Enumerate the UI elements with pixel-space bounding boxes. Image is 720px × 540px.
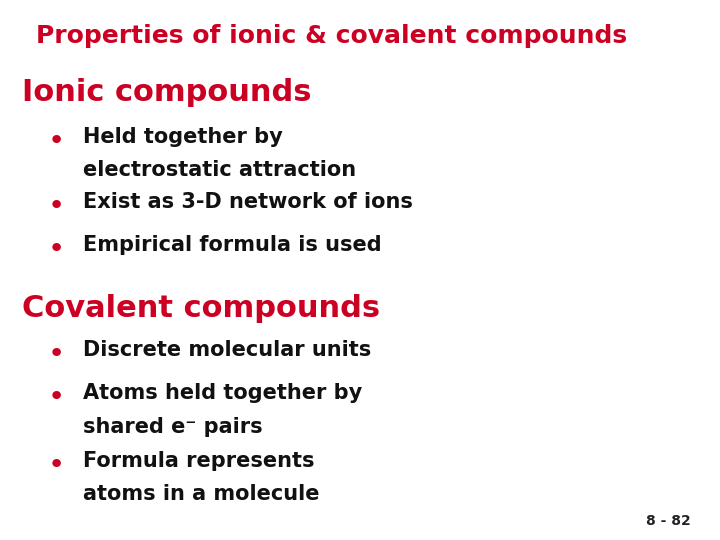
Text: Covalent compounds: Covalent compounds xyxy=(22,294,379,323)
Text: Ionic compounds: Ionic compounds xyxy=(22,78,311,107)
Text: •: • xyxy=(48,235,65,263)
Text: Held together by: Held together by xyxy=(83,127,282,147)
Text: Properties of ionic & covalent compounds: Properties of ionic & covalent compounds xyxy=(36,24,627,48)
Text: •: • xyxy=(48,383,65,411)
Text: Empirical formula is used: Empirical formula is used xyxy=(83,235,382,255)
Text: •: • xyxy=(48,340,65,368)
Text: electrostatic attraction: electrostatic attraction xyxy=(83,160,356,180)
Text: •: • xyxy=(48,127,65,155)
Text: Atoms held together by: Atoms held together by xyxy=(83,383,362,403)
Text: Exist as 3-D network of ions: Exist as 3-D network of ions xyxy=(83,192,413,212)
Text: •: • xyxy=(48,451,65,479)
Text: Formula represents: Formula represents xyxy=(83,451,315,471)
Text: •: • xyxy=(48,192,65,220)
Text: shared e⁻ pairs: shared e⁻ pairs xyxy=(83,417,262,437)
Text: atoms in a molecule: atoms in a molecule xyxy=(83,484,319,504)
Text: 8 - 82: 8 - 82 xyxy=(647,514,691,528)
Text: Discrete molecular units: Discrete molecular units xyxy=(83,340,371,360)
